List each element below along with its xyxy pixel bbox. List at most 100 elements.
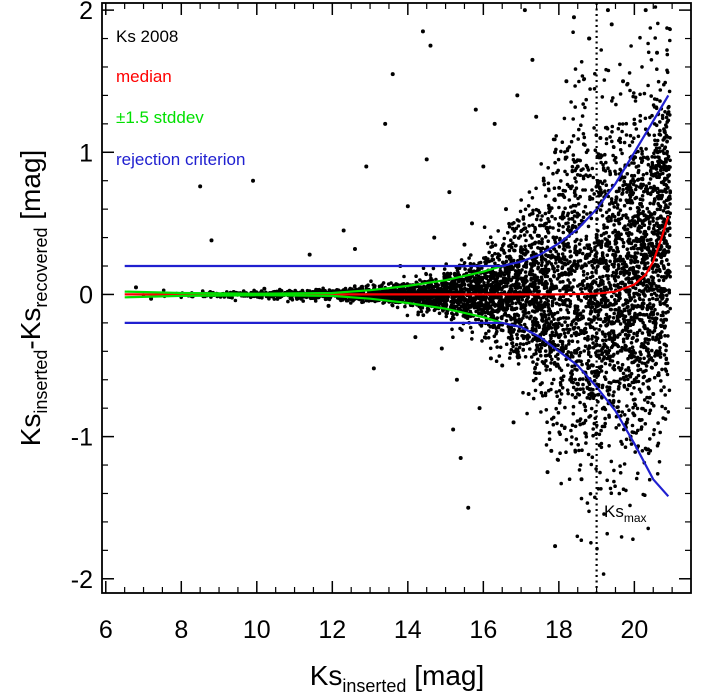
- dense-point: [603, 416, 607, 421]
- dense-point: [632, 136, 636, 140]
- dense-point: [597, 353, 601, 358]
- dense-point: [639, 252, 643, 256]
- dense-point: [594, 351, 598, 355]
- data-point: [454, 377, 459, 382]
- dense-point: [591, 341, 595, 345]
- dense-point: [622, 307, 627, 312]
- dense-point: [618, 471, 623, 475]
- dense-point: [578, 311, 583, 316]
- dense-point: [551, 415, 556, 420]
- dense-point: [571, 30, 575, 34]
- dense-point: [534, 276, 539, 280]
- dense-point: [507, 244, 511, 248]
- dense-point: [597, 432, 602, 437]
- dense-point: [519, 294, 524, 299]
- dense-point: [612, 367, 617, 372]
- dense-point: [559, 481, 563, 486]
- dense-point: [581, 387, 585, 391]
- dense-point: [534, 207, 539, 212]
- dense-point: [667, 104, 671, 109]
- dense-point: [512, 296, 516, 301]
- dense-point: [504, 342, 509, 347]
- dense-point: [656, 441, 661, 446]
- dense-point: [321, 286, 325, 291]
- dense-point: [659, 289, 664, 294]
- dense-point: [564, 346, 568, 351]
- dense-point: [440, 283, 444, 288]
- dense-point: [493, 251, 497, 256]
- dense-point: [655, 241, 659, 246]
- dense-point: [609, 321, 614, 326]
- dense-point: [657, 278, 661, 283]
- dense-point: [531, 396, 536, 401]
- dense-point: [584, 304, 588, 309]
- dense-point: [441, 308, 445, 313]
- dense-point: [668, 274, 672, 279]
- dense-point: [590, 188, 594, 192]
- dense-point: [644, 283, 649, 288]
- dense-point: [549, 361, 553, 365]
- dense-point: [515, 286, 519, 290]
- dense-point: [592, 87, 597, 91]
- dense-point: [571, 385, 576, 390]
- dense-point: [652, 122, 657, 126]
- dense-point: [610, 130, 614, 134]
- dense-point: [576, 326, 581, 330]
- dense-point: [495, 339, 499, 344]
- dense-point: [633, 196, 637, 201]
- dense-point: [600, 214, 605, 218]
- dense-point: [395, 282, 400, 287]
- dense-point: [435, 294, 440, 299]
- dense-point: [648, 253, 653, 258]
- dense-point: [494, 359, 499, 364]
- data-point: [262, 286, 267, 291]
- dense-point: [559, 149, 563, 154]
- dense-point: [579, 238, 583, 242]
- dense-point: [578, 422, 582, 427]
- dense-point: [648, 185, 653, 190]
- dense-point: [505, 306, 510, 311]
- dense-point: [574, 186, 579, 190]
- dense-point: [636, 177, 641, 182]
- dense-point: [233, 298, 238, 303]
- dense-point: [587, 382, 592, 387]
- dense-point: [571, 411, 576, 416]
- dense-point: [650, 348, 654, 353]
- dense-point: [614, 293, 619, 298]
- dense-point: [569, 139, 574, 144]
- dense-point: [572, 214, 577, 218]
- dense-point: [442, 267, 447, 271]
- dense-point: [539, 390, 544, 395]
- dense-point: [556, 343, 560, 348]
- dense-point: [586, 224, 591, 229]
- dense-point: [648, 329, 652, 333]
- dense-point: [495, 345, 500, 349]
- dense-point: [632, 386, 636, 390]
- dense-point: [668, 202, 672, 206]
- dense-point: [583, 105, 587, 110]
- dense-point: [575, 211, 580, 216]
- dense-point: [524, 238, 528, 243]
- dense-point: [522, 322, 527, 327]
- dense-point: [499, 247, 504, 252]
- dense-point: [603, 349, 608, 354]
- dense-point: [536, 214, 540, 218]
- dense-point: [523, 280, 527, 285]
- dense-point: [566, 391, 570, 396]
- dense-point: [560, 386, 565, 390]
- dense-point: [629, 222, 633, 227]
- dense-point: [624, 133, 629, 137]
- dense-point: [454, 282, 459, 286]
- dense-point: [631, 182, 636, 187]
- dense-point: [561, 294, 566, 299]
- dense-point: [507, 356, 512, 360]
- data-point: [439, 346, 444, 351]
- dense-point: [589, 541, 593, 545]
- data-point: [424, 157, 429, 162]
- dense-point: [561, 188, 566, 193]
- dense-point: [295, 297, 299, 301]
- data-point: [432, 235, 437, 240]
- dense-point: [580, 251, 585, 256]
- dense-point: [570, 364, 574, 369]
- dense-point: [575, 534, 580, 539]
